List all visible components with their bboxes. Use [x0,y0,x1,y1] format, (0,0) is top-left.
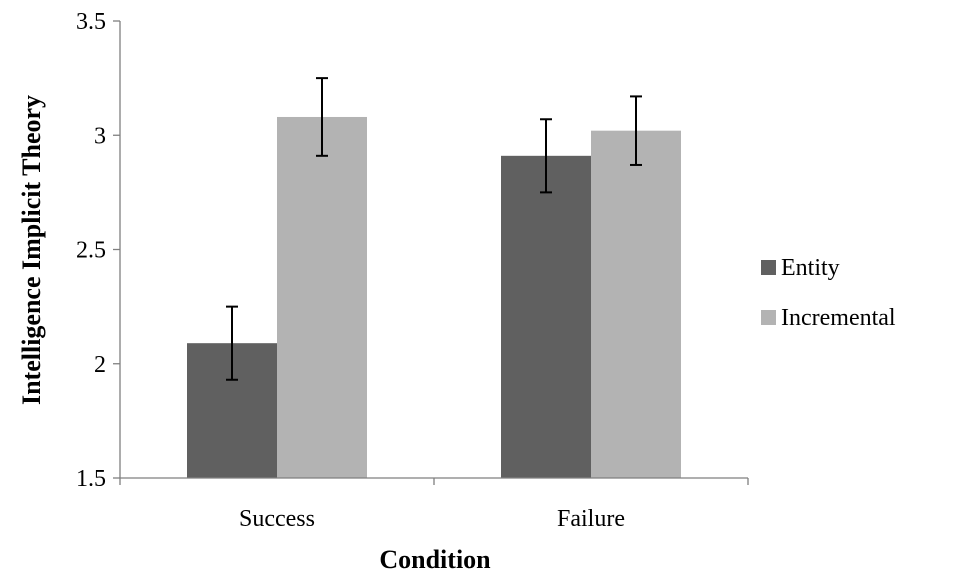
legend: Entity Incremental [761,255,896,331]
x-axis-ticks: Success Failure [119,478,749,532]
legend-item: Entity [761,255,840,281]
bar-incremental-failure [591,130,681,478]
error-bar [226,305,238,381]
y-axis-title: Intelligence Implicit Theory [17,95,46,405]
legend-label: Entity [781,255,840,281]
bar-incremental-success [277,116,367,478]
bar-entity-failure [501,155,591,478]
x-axis-title: Condition [379,545,491,574]
y-tick-label: 1.5 [76,466,106,492]
error-bar [630,95,642,166]
error-bars [226,77,642,381]
bars [187,116,681,478]
x-tick-label: Failure [557,506,625,532]
error-bar [540,118,552,194]
y-tick-label: 2.5 [76,238,106,264]
x-tick-label: Success [239,506,315,532]
y-axis-ticks: 1.5 2 2.5 3 3.5 [76,9,120,492]
legend-label: Incremental [781,305,896,331]
legend-swatch [761,260,776,275]
legend-swatch [761,310,776,325]
error-bar [316,77,328,157]
y-tick-label: 3 [94,123,106,149]
legend-item: Incremental [761,305,896,331]
y-tick-label: 2 [94,352,106,378]
y-tick-label: 3.5 [76,9,106,35]
